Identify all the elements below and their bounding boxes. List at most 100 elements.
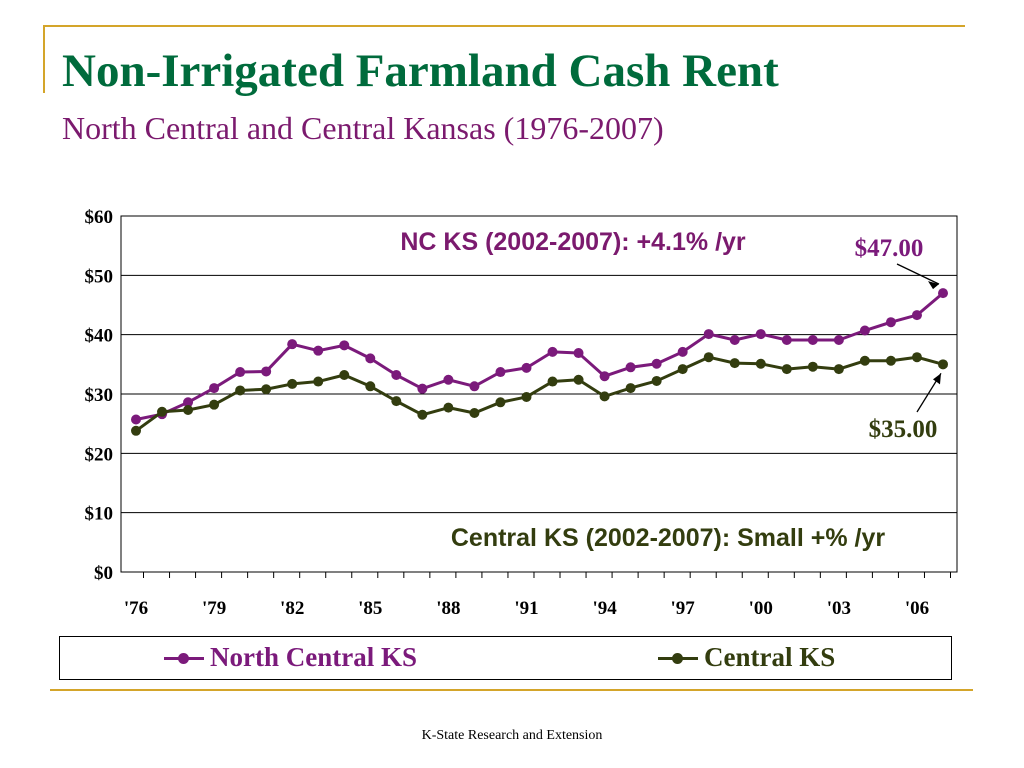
plot-area-frame [120, 215, 958, 573]
grid-lines [121, 215, 957, 573]
axis-ticks: $0 $10 $20 $30 $40 $50 $60 '76 '79 '82 '85 '88 '91 '9… [85, 207, 951, 619]
slide-title: Non-Irrigated Farmland Cash Rent [62, 45, 779, 97]
data-point-north-central [677, 346, 688, 357]
x-tick-label: '82 [280, 598, 304, 619]
y-tick-label: $20 [85, 444, 114, 465]
data-point-central [235, 385, 246, 396]
data-point-central [547, 376, 558, 387]
y-tick-label: $10 [85, 504, 114, 525]
x-tick-label: '91 [514, 598, 538, 619]
arrowhead-central-last-value [933, 373, 941, 385]
legend-item-central: Central KS [658, 642, 835, 673]
data-point-central [157, 406, 168, 417]
data-point-central [625, 383, 636, 394]
data-point-central [443, 402, 454, 413]
data-point-central [729, 358, 740, 369]
footer-text: K-State Research and Extension [421, 728, 603, 743]
data-point-north-central [911, 310, 922, 321]
annotation-central-last-value: $35.00 [869, 416, 938, 443]
data-point-north-central [729, 335, 740, 346]
data-point-central [365, 381, 376, 392]
slide-subtitle: North Central and Central Kansas (1976-2… [62, 110, 664, 146]
y-tick-label: $40 [85, 326, 114, 347]
x-tick-label: '88 [436, 598, 460, 619]
data-point-central [261, 384, 272, 395]
data-point-north-central [833, 335, 844, 346]
data-point-north-central [261, 366, 272, 377]
data-point-north-central [703, 329, 714, 340]
x-tick-label: '00 [749, 598, 773, 619]
legend-label-central: Central KS [704, 642, 836, 672]
data-point-central [651, 375, 662, 386]
data-point-north-central [443, 374, 454, 385]
data-point-north-central [365, 353, 376, 364]
title-accent-bar [43, 25, 45, 93]
data-point-north-central [599, 371, 610, 382]
data-point-central [599, 391, 610, 402]
data-point-central [417, 409, 428, 420]
data-point-north-central [781, 335, 792, 346]
data-point-central [287, 378, 298, 389]
data-point-central [209, 399, 220, 410]
data-point-central [833, 364, 844, 375]
data-point-central [573, 374, 584, 385]
data-point-central [781, 364, 792, 375]
data-point-north-central [391, 370, 402, 381]
legend-label-north-central: North Central KS [210, 642, 417, 672]
data-point-north-central [573, 348, 584, 359]
data-point-north-central [859, 325, 870, 336]
data-point-north-central [183, 397, 194, 408]
data-point-north-central [287, 339, 298, 350]
series-line-north-central [135, 291, 944, 421]
annotations: NC KS (2002-2007): +4.1% /yr Central KS (… [400, 228, 942, 552]
data-point-north-central [625, 362, 636, 373]
data-point-central [885, 355, 896, 366]
x-tick-label: '94 [592, 598, 617, 619]
legend-marker-central [658, 646, 698, 670]
arrow-nc-last-value [896, 263, 940, 285]
data-point-central [495, 397, 506, 408]
data-point-north-central [495, 367, 506, 378]
data-point-central [313, 376, 324, 387]
data-point-central [469, 407, 480, 418]
data-point-central [859, 355, 870, 366]
data-point-north-central [313, 345, 324, 356]
data-point-north-central [339, 340, 350, 351]
annotation-central-growth: Central KS (2002-2007): Small +% /yr [451, 524, 885, 552]
data-point-central [677, 364, 688, 375]
arrowhead-nc-last-value [928, 281, 939, 290]
data-point-north-central [807, 335, 818, 346]
data-point-north-central [521, 362, 532, 373]
data-point-north-central [547, 346, 558, 357]
data-point-north-central [417, 383, 428, 394]
x-tick-label: '79 [202, 598, 226, 619]
data-point-central [703, 352, 714, 363]
data-point-central [339, 370, 350, 381]
x-tick-label: '03 [827, 598, 851, 619]
axes [120, 215, 958, 573]
data-point-central [131, 425, 141, 436]
data-point-central [521, 391, 532, 402]
data-point-north-central [209, 383, 220, 394]
annotation-nc-growth: NC KS (2002-2007): +4.1% /yr [400, 228, 746, 256]
data-point-central [938, 359, 948, 370]
data-point-north-central [131, 414, 141, 425]
series-group [131, 288, 948, 436]
y-tick-label: $50 [85, 266, 114, 287]
x-tick-label: '97 [671, 598, 696, 619]
data-point-central [391, 396, 402, 407]
data-point-north-central [651, 358, 662, 369]
bottom-divider [50, 689, 973, 691]
x-tick-label: '76 [124, 598, 148, 619]
legend-marker-north-central [164, 646, 204, 670]
data-point-central [183, 405, 194, 416]
x-tick-label: '06 [905, 598, 929, 619]
data-point-north-central [938, 288, 948, 299]
data-point-north-central [235, 367, 246, 378]
y-tick-label: $30 [85, 385, 114, 406]
top-divider [43, 25, 965, 27]
x-tick-label: '85 [358, 598, 382, 619]
legend-item-north-central: North Central KS [164, 642, 417, 673]
data-point-central [807, 361, 818, 372]
data-point-central [911, 352, 922, 363]
